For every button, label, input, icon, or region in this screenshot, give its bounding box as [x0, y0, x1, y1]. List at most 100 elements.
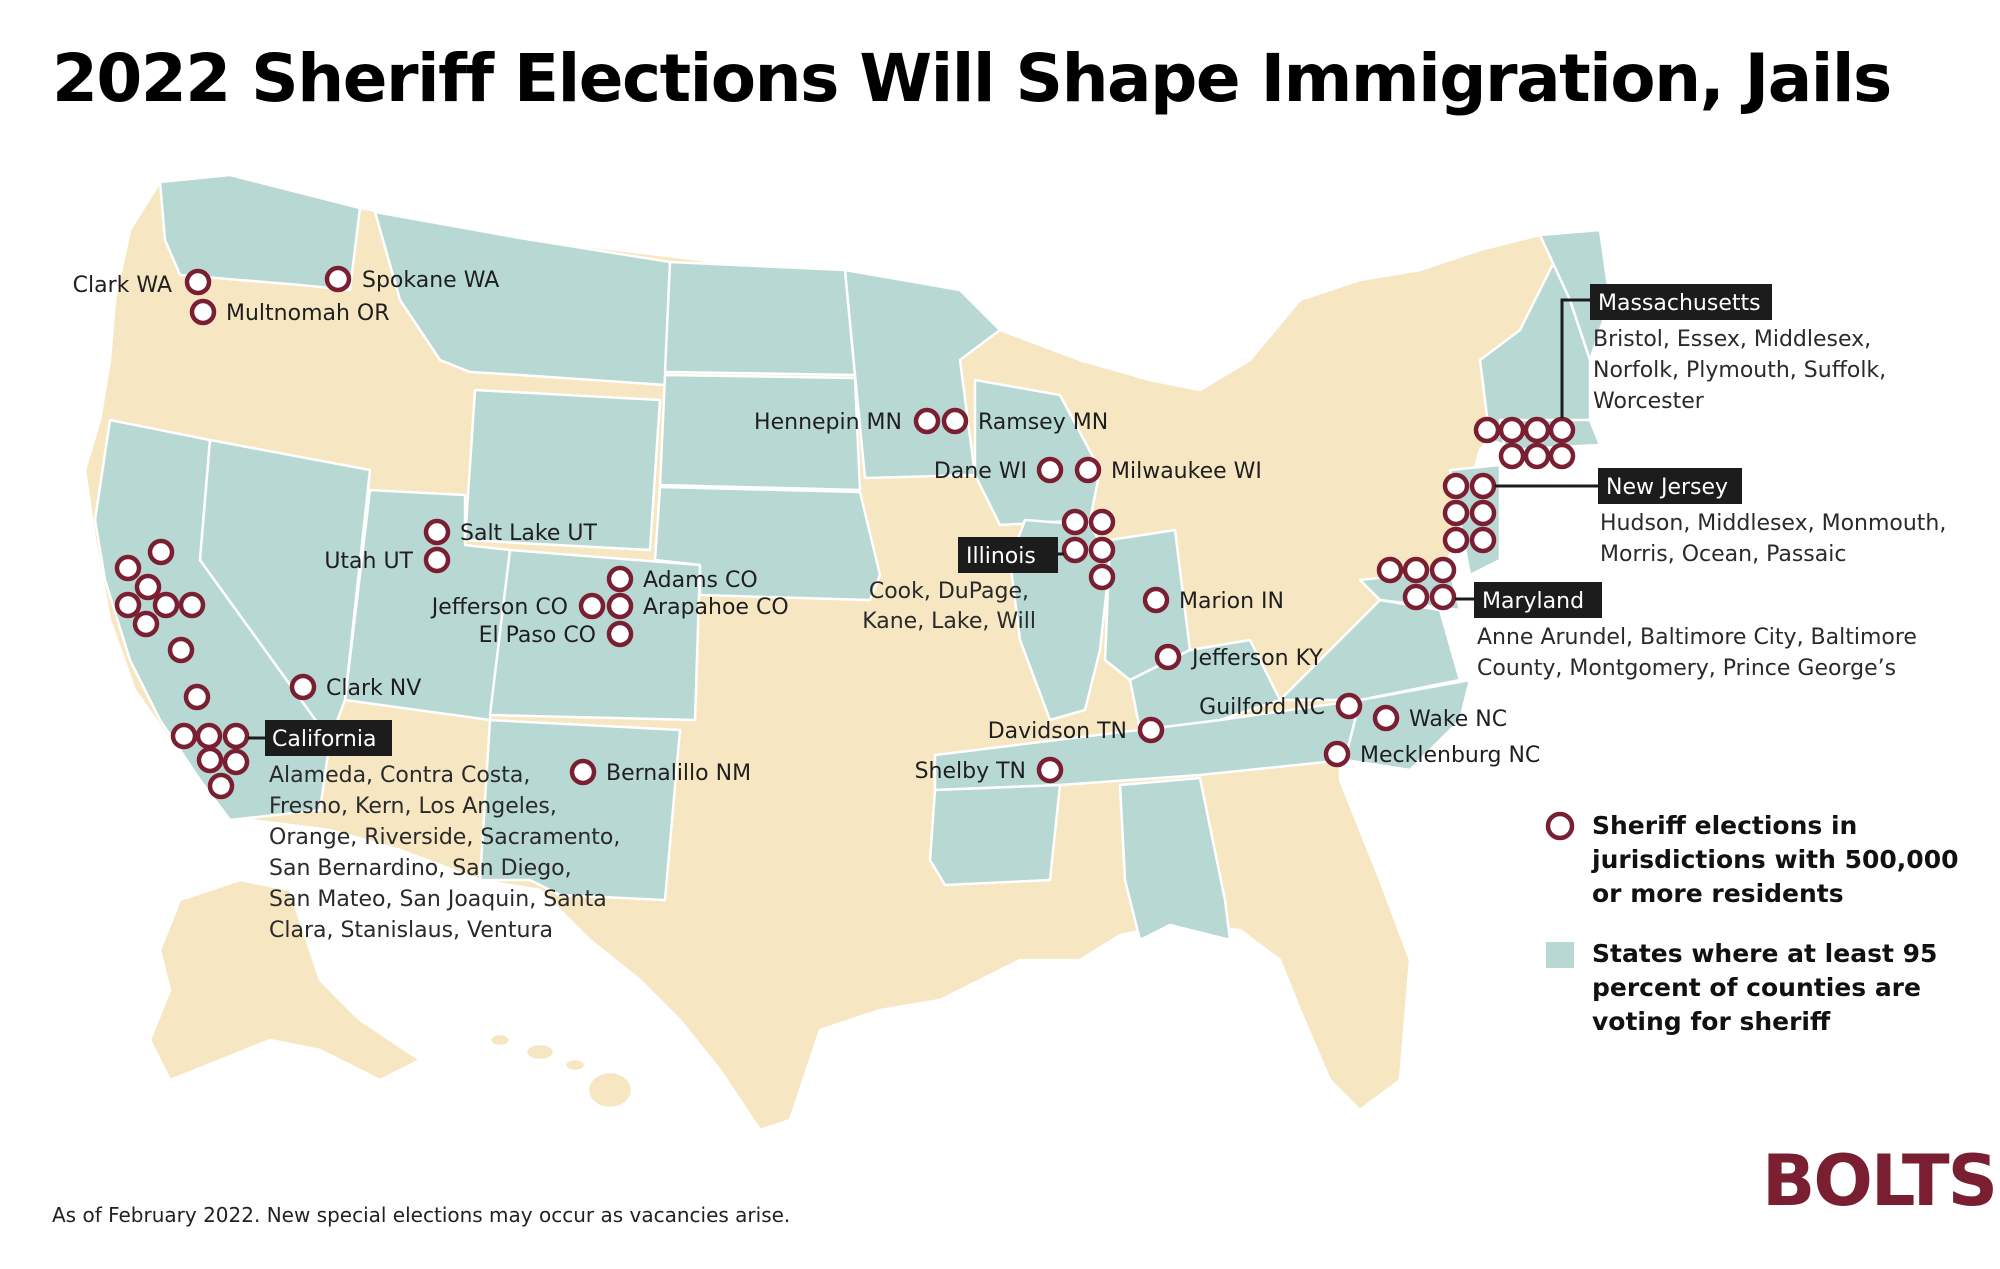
marker-milwaukee-wi[interactable]: [1074, 456, 1102, 484]
marker-massachusetts[interactable]: [1523, 416, 1551, 444]
markers: [114, 265, 1576, 800]
massachusetts-counties: Bristol, Essex, Middlesex, Norfolk, Plym…: [1593, 327, 1893, 414]
marker-massachusetts[interactable]: [1473, 416, 1501, 444]
marker-new-jersey[interactable]: [1442, 526, 1470, 554]
maryland-counties: Anne Arundel, Baltimore City, Baltimore …: [1477, 625, 1924, 681]
state-north-dakota: [663, 260, 857, 377]
marker-guilford-nc[interactable]: [1335, 692, 1363, 720]
state-colorado: [488, 548, 702, 722]
marker-maryland[interactable]: [1402, 583, 1430, 611]
marker-jefferson-co[interactable]: [578, 592, 606, 620]
marker-bernalillo-nm[interactable]: [569, 758, 597, 786]
marker-california[interactable]: [195, 722, 223, 750]
label-utah-ut: Utah UT: [324, 549, 413, 574]
marker-california[interactable]: [222, 748, 250, 776]
california-line: Orange, Riverside, Sacramento,: [269, 825, 620, 850]
marker-illinois[interactable]: [1061, 508, 1089, 536]
marker-california[interactable]: [178, 591, 206, 619]
legend-marker-line: or more residents: [1592, 879, 1844, 908]
marker-mecklenburg-nc[interactable]: [1323, 740, 1351, 768]
marker-jefferson-ky[interactable]: [1154, 643, 1182, 671]
marker-new-jersey[interactable]: [1442, 499, 1470, 527]
marker-spokane-wa[interactable]: [324, 265, 352, 293]
new-jersey-line: Morris, Ocean, Passaic: [1600, 542, 1846, 567]
marker-ramsey-mn[interactable]: [941, 407, 969, 435]
legend-marker-line: jurisdictions with 500,000: [1591, 845, 1959, 874]
marker-maryland[interactable]: [1429, 583, 1457, 611]
label-hennepin-mn: Hennepin MN: [754, 410, 902, 435]
label-adams-co: Adams CO: [643, 568, 758, 593]
marker-california[interactable]: [207, 772, 235, 800]
marker-marion-in[interactable]: [1142, 586, 1170, 614]
marker-california[interactable]: [222, 722, 250, 750]
marker-california[interactable]: [134, 573, 162, 601]
marker-massachusetts[interactable]: [1498, 442, 1526, 470]
tag-illinois: [958, 537, 1058, 573]
marker-california[interactable]: [170, 722, 198, 750]
marker-massachusetts[interactable]: [1498, 416, 1526, 444]
marker-salt-lake-ut[interactable]: [423, 518, 451, 546]
marker-california[interactable]: [183, 683, 211, 711]
marker-new-jersey[interactable]: [1469, 499, 1497, 527]
marker-california[interactable]: [132, 610, 160, 638]
tag-massachusetts-text: Massachusetts: [1598, 291, 1761, 316]
marker-wake-nc[interactable]: [1372, 704, 1400, 732]
label-davidson-tn: Davidson TN: [988, 719, 1127, 744]
marker-new-jersey[interactable]: [1469, 526, 1497, 554]
tag-maryland: [1474, 582, 1602, 618]
state-alabama: [1118, 776, 1232, 942]
label-marion-in: Marion IN: [1179, 589, 1284, 614]
label-jefferson-co: Jefferson CO: [430, 595, 568, 620]
marker-california[interactable]: [196, 746, 224, 774]
marker-illinois[interactable]: [1088, 563, 1116, 591]
label-arapahoe-co: Arapahoe CO: [643, 595, 789, 620]
marker-maryland[interactable]: [1376, 556, 1404, 584]
marker-california[interactable]: [152, 591, 180, 619]
tag-new-jersey: [1598, 468, 1742, 504]
marker-massachusetts[interactable]: [1548, 416, 1576, 444]
new-jersey-counties: Hudson, Middlesex, Monmouth, Morris, Oce…: [1600, 511, 1953, 567]
group-callouts: California Alameda, Contra Costa, Fresno…: [248, 284, 1953, 943]
massachusetts-line: Bristol, Essex, Middlesex,: [1593, 327, 1871, 352]
illinois-line: Cook, DuPage,: [869, 579, 1029, 604]
hawaii: [488, 1032, 634, 1110]
marker-maryland[interactable]: [1402, 556, 1430, 584]
marker-clark-wa[interactable]: [184, 268, 212, 296]
label-multnomah-or: Multnomah OR: [226, 301, 390, 326]
legend-area-line: voting for sheriff: [1592, 1007, 1831, 1036]
legend-area-text: States where at least 95 percent of coun…: [1592, 939, 1946, 1036]
marker-adams-co[interactable]: [606, 565, 634, 593]
marker-el-paso-co[interactable]: [606, 620, 634, 648]
marker-illinois[interactable]: [1088, 508, 1116, 536]
marker-new-jersey[interactable]: [1442, 472, 1470, 500]
marker-illinois[interactable]: [1088, 536, 1116, 564]
california-line: Clara, Stanislaus, Ventura: [269, 918, 553, 943]
marker-multnomah-or[interactable]: [189, 298, 217, 326]
legend-area-line: percent of counties are: [1592, 973, 1921, 1002]
marker-massachusetts[interactable]: [1548, 442, 1576, 470]
marker-davidson-tn[interactable]: [1137, 716, 1165, 744]
marker-california[interactable]: [167, 636, 195, 664]
marker-new-jersey[interactable]: [1469, 472, 1497, 500]
marker-clark-nv[interactable]: [289, 673, 317, 701]
marker-california[interactable]: [147, 538, 175, 566]
alaska: [148, 878, 422, 1082]
tag-california: [265, 720, 392, 756]
illinois-counties: Cook, DuPage, Kane, Lake, Will: [862, 579, 1036, 634]
marker-arapahoe-co[interactable]: [606, 592, 634, 620]
marker-hennepin-mn[interactable]: [913, 407, 941, 435]
marker-california[interactable]: [114, 591, 142, 619]
marker-dane-wi[interactable]: [1036, 456, 1064, 484]
marker-utah-ut[interactable]: [423, 546, 451, 574]
marker-illinois[interactable]: [1061, 536, 1089, 564]
marker-maryland[interactable]: [1429, 556, 1457, 584]
label-clark-nv: Clark NV: [326, 676, 421, 701]
massachusetts-line: Norfolk, Plymouth, Suffolk,: [1593, 358, 1886, 383]
maryland-line: Anne Arundel, Baltimore City, Baltimore: [1477, 625, 1917, 650]
label-dane-wi: Dane WI: [934, 459, 1027, 484]
marker-massachusetts[interactable]: [1523, 442, 1551, 470]
footnote: As of February 2022. New special electio…: [52, 1203, 791, 1227]
marker-shelby-tn[interactable]: [1036, 756, 1064, 784]
marker-california[interactable]: [114, 554, 142, 582]
label-guilford-nc: Guilford NC: [1199, 695, 1325, 720]
